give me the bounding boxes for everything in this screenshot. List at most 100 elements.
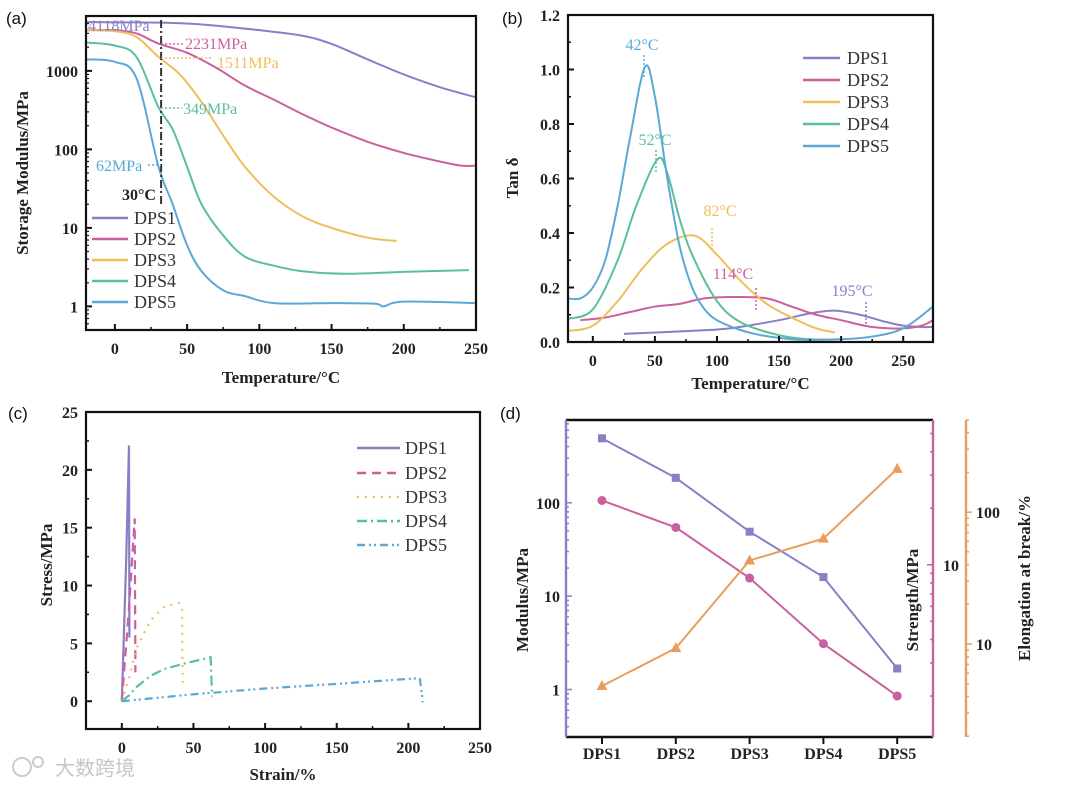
y-tick-label: 10	[62, 221, 78, 238]
x-tick-label: 250	[891, 353, 915, 370]
x-tick-label: 0	[589, 353, 597, 370]
x-axis-title: Temperature/°C	[691, 374, 809, 393]
y-tick-label: 5	[70, 636, 78, 653]
modulus-axis-title: Modulus/MPa	[513, 548, 532, 652]
y-axis-title: Tan δ	[503, 157, 522, 198]
panel-label-d: (d)	[500, 404, 521, 423]
peak-temperature-label: 42°C	[625, 37, 658, 54]
x-tick-label: 150	[320, 341, 344, 358]
series-dps2-line	[86, 28, 476, 167]
y-tick-label: 0.6	[540, 172, 560, 189]
modulus-marker	[745, 527, 754, 536]
legend-label: DPS3	[847, 92, 889, 112]
x-tick-label: 200	[396, 740, 420, 757]
legend-label: DPS4	[847, 114, 889, 134]
y-tick-label: 1	[552, 683, 560, 700]
panel-label-b: (b)	[502, 9, 523, 28]
series-dps5-line	[568, 64, 933, 341]
series-dps3-line	[86, 29, 397, 243]
y-tick-label: 0.0	[540, 335, 560, 352]
x-tick-label: 200	[392, 341, 416, 358]
y-tick-label: 1000	[46, 64, 78, 81]
series-dps3-line	[120, 601, 184, 702]
strength-marker	[671, 522, 681, 532]
y-tick-label: 1	[70, 299, 78, 316]
watermark-logo-icon	[12, 757, 32, 777]
x-tick-label: 0	[111, 341, 119, 358]
series-dps4-line	[86, 41, 469, 275]
y-tick-label: 1.0	[540, 63, 560, 80]
y-tick-label: 15	[62, 521, 78, 538]
annotation-label: 349MPa	[183, 101, 237, 118]
y-tick-label: 10	[943, 558, 959, 575]
x-tick-label: 50	[647, 353, 663, 370]
series-dps3-line	[568, 234, 836, 334]
legend-label: DPS1	[134, 208, 176, 228]
annotation-label: 1511MPa	[217, 55, 279, 72]
modulus-marker	[893, 664, 902, 673]
modulus-marker	[598, 434, 606, 443]
series-dps4-line	[568, 156, 842, 341]
strength-axis-title: Strength/MPa	[903, 548, 922, 651]
x-tick-label: 100	[247, 341, 271, 358]
peak-temperature-label: 82°C	[703, 203, 736, 220]
legend-label: DPS5	[847, 136, 889, 156]
x-tick-label: 150	[325, 740, 349, 757]
x-tick-label: 250	[464, 341, 488, 358]
legend-label: DPS3	[134, 250, 176, 270]
series-dps1-line	[623, 309, 933, 335]
series-dps5-line	[86, 58, 476, 308]
strength-marker	[818, 639, 828, 649]
y-tick-label: 10	[976, 637, 992, 654]
legend-label: DPS1	[847, 48, 889, 68]
y-tick-label: 25	[62, 405, 78, 422]
series-dps1-line	[86, 20, 476, 99]
legend-label: DPS1	[405, 438, 447, 458]
legend-label: DPS2	[847, 70, 889, 90]
elongation-marker	[744, 554, 756, 565]
plot-frame	[84, 410, 482, 731]
y-tick-label: 10	[62, 579, 78, 596]
y-tick-label: 10	[544, 589, 560, 606]
chart-d: DPS1 DPS2 DPS3 DPS4 DPS5 1 10 100 Modulus/MPa 10 S…	[513, 418, 1034, 763]
peak-temperature-label: 114°C	[713, 266, 753, 283]
x-tick-label: 200	[829, 353, 853, 370]
legend-label: DPS4	[134, 271, 176, 291]
y-tick-label: 1.2	[540, 8, 560, 25]
panel-label-c: (c)	[8, 404, 28, 423]
legend-label: DPS4	[405, 511, 447, 531]
category-label: DPS4	[804, 746, 842, 763]
chart-c: 0 50 100 150 200 250 0 5 10 15 20 25 Strain/% Stress/…	[37, 405, 492, 784]
series-dps4-line	[121, 655, 214, 703]
y-axis-title: Storage Modulus/MPa	[13, 91, 32, 255]
x-tick-label: 250	[468, 740, 492, 757]
series-dps2-line	[580, 296, 933, 330]
legend-label: DPS3	[405, 487, 447, 507]
watermark-logo-icon	[32, 756, 44, 768]
x-tick-label: 100	[705, 353, 729, 370]
elongation-marker	[891, 462, 903, 473]
annotation-label: 2231MPa	[185, 36, 247, 53]
annotation-label: 62MPa	[96, 158, 142, 175]
elongation-axis-title: Elongation at break/%	[1015, 495, 1034, 661]
legend-label: DPS5	[134, 292, 176, 312]
chart-a: 0 50 100 150 200 250 1 10 100 1000 Temperature/°C S…	[13, 14, 488, 387]
category-label: DPS3	[730, 746, 768, 763]
y-tick-label: 100	[976, 505, 1000, 522]
strength-marker	[892, 691, 902, 701]
y-tick-label: 20	[62, 463, 78, 480]
modulus-line	[601, 437, 898, 670]
y-axis-title: Stress/MPa	[37, 523, 56, 606]
x-tick-label: 100	[253, 740, 277, 757]
y-tick-label: 0	[70, 694, 78, 711]
peak-temperature-label: 195°C	[831, 283, 872, 300]
series-dps2-line	[120, 518, 137, 702]
x-tick-label: 50	[185, 740, 201, 757]
annotation-label: 4118MPa	[88, 18, 150, 35]
category-label: DPS1	[583, 746, 621, 763]
annotation-label: 30°C	[122, 187, 156, 204]
y-tick-label: 0.8	[540, 117, 560, 134]
